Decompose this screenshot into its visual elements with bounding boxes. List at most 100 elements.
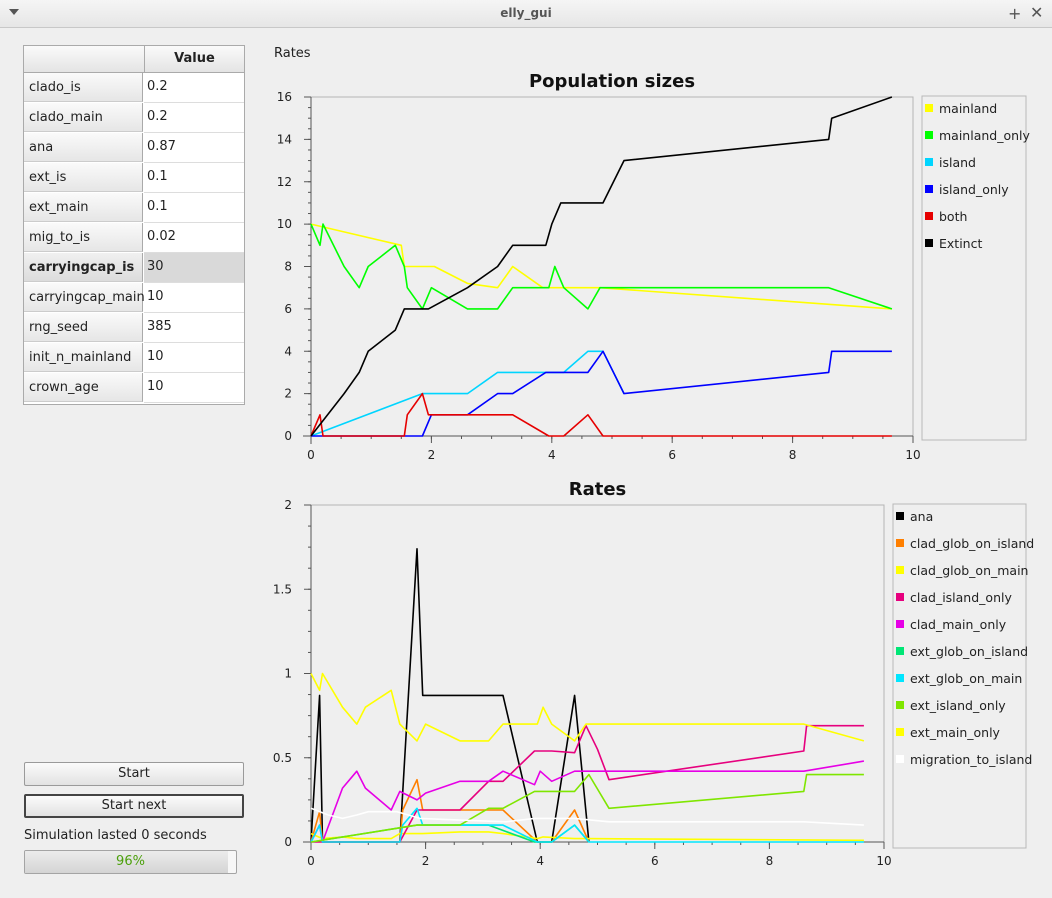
title-bar: elly_gui + ✕	[0, 0, 1052, 28]
legend-swatch	[896, 512, 904, 520]
value-cell-carryingcap-is[interactable]: 30	[144, 253, 244, 283]
plot-area	[310, 96, 914, 437]
y-tick-label: 0	[284, 429, 292, 443]
y-tick-label: 10	[277, 217, 292, 231]
value-cell-ana[interactable]: 0.87	[144, 133, 244, 163]
row-header-ana[interactable]: ana	[24, 133, 143, 162]
param-row-clado-main: clado_main 0.2	[24, 103, 244, 133]
value-cell-clado-main[interactable]: 0.2	[144, 103, 244, 133]
rates-chart: Rates 0 2 4 6 8 10 0 0.5 1 1.5 2 ana clad_glob_on_isl…	[273, 479, 1034, 868]
legend-swatch	[896, 593, 904, 601]
param-row-carryingcap-is: carryingcap_is 30	[24, 253, 244, 283]
column-header-value[interactable]: Value	[145, 46, 244, 73]
row-header-ext-main[interactable]: ext_main	[24, 193, 143, 222]
param-row-ext-is: ext_is 0.1	[24, 163, 244, 193]
param-row-mig-to-is: mig_to_is 0.02	[24, 223, 244, 253]
x-tick-label: 10	[876, 854, 891, 868]
value-cell-ext-is[interactable]: 0.1	[144, 163, 244, 193]
progress-bar: 96%	[24, 850, 237, 874]
plot-area	[310, 504, 885, 843]
row-header-init-n-mainland[interactable]: init_n_mainland	[24, 343, 143, 372]
x-tick-label: 8	[789, 448, 797, 462]
row-header-crown-age[interactable]: crown_age	[24, 373, 143, 402]
chart-title: Rates	[569, 479, 627, 500]
row-header-carryingcap-is[interactable]: carryingcap_is	[24, 253, 143, 282]
row-header-clado-is[interactable]: clado_is	[24, 73, 143, 102]
table-corner[interactable]	[24, 46, 145, 73]
legend-label: island	[939, 155, 976, 170]
table-header: Value	[24, 46, 244, 73]
legend-swatch	[896, 728, 904, 736]
value-cell-rng-seed[interactable]: 385	[144, 313, 244, 343]
value-cell-clado-is[interactable]: 0.2	[144, 73, 244, 103]
population-sizes-chart: Population sizes 0 2 4 6 8 10 0 2 4 6 8 10 12 14 16 main…	[277, 71, 1031, 462]
x-tick-label: 0	[307, 854, 315, 868]
row-header-mig-to-is[interactable]: mig_to_is	[24, 223, 143, 252]
y-tick-label: 6	[284, 302, 292, 316]
maximize-icon[interactable]: +	[1008, 4, 1022, 23]
y-tick-label: 2	[284, 387, 292, 401]
series-line-ext-island-only	[310, 773, 864, 843]
row-header-ext-is[interactable]: ext_is	[24, 163, 143, 192]
legend-swatch	[896, 539, 904, 547]
row-header-clado-main[interactable]: clado_main	[24, 103, 143, 132]
close-icon[interactable]: ✕	[1030, 3, 1044, 22]
x-tick-label: 8	[766, 854, 774, 868]
series-line-both	[310, 392, 892, 437]
param-row-rng-seed: rng_seed 385	[24, 313, 244, 343]
value-cell-carryingcap-main[interactable]: 10	[144, 283, 244, 313]
param-row-ana: ana 0.87	[24, 133, 244, 163]
x-tick-label: 6	[651, 854, 659, 868]
y-tick-label: 0	[284, 835, 292, 849]
x-tick-label: 10	[905, 448, 920, 462]
series-line-extinct	[310, 96, 893, 437]
row-header-rng-seed[interactable]: rng_seed	[24, 313, 143, 342]
legend-label: Extinct	[939, 236, 982, 251]
progress-fill	[25, 851, 228, 873]
legend-swatch	[925, 239, 933, 247]
value-cell-crown-age[interactable]: 10	[144, 373, 244, 403]
legend-swatch	[896, 647, 904, 655]
y-tick-label: 1	[284, 667, 292, 681]
row-header-carryingcap-main[interactable]: carryingcap_main	[24, 283, 145, 312]
y-tick-label: 12	[277, 175, 292, 189]
legend-label: ana	[910, 509, 933, 524]
legend-box	[921, 95, 1027, 441]
parameter-table: Value clado_is 0.2 clado_main 0.2 ana 0.87 ext…	[23, 45, 245, 405]
y-tick-label: 16	[277, 90, 292, 104]
legend-swatch	[925, 104, 933, 112]
series-line-clad-island-only	[311, 724, 864, 843]
param-row-crown-age: crown_age 10	[24, 373, 244, 403]
legend-swatch	[896, 701, 904, 709]
legend-swatch	[925, 158, 933, 166]
start-next-button[interactable]: Start next	[24, 794, 244, 818]
progress-text: 96%	[116, 854, 145, 869]
x-tick-label: 2	[422, 854, 430, 868]
legend-box	[892, 503, 1027, 849]
y-tick-label: 8	[284, 260, 292, 274]
start-button[interactable]: Start	[24, 762, 244, 786]
series-line-migration-to-island	[310, 807, 864, 826]
value-cell-mig-to-is[interactable]: 0.02	[144, 223, 244, 253]
legend-label: mainland_only	[939, 128, 1031, 143]
legend-swatch	[896, 755, 904, 763]
y-tick-label: 2	[284, 498, 292, 512]
x-tick-label: 2	[428, 448, 436, 462]
series-line-mainland-only	[310, 223, 893, 310]
x-tick-label: 4	[548, 448, 556, 462]
x-tick-label: 0	[307, 448, 315, 462]
legend-label: island_only	[939, 182, 1009, 197]
x-tick-label: 6	[668, 448, 676, 462]
y-tick-label: 0.5	[273, 751, 292, 765]
legend-label: both	[939, 209, 967, 224]
value-cell-ext-main[interactable]: 0.1	[144, 193, 244, 223]
value-cell-init-n-mainland[interactable]: 10	[144, 343, 244, 373]
legend-label: ext_glob_on_main	[910, 671, 1022, 686]
series-line-clad-main-only	[310, 760, 865, 843]
series-line-clad-glob-on-main	[310, 831, 864, 842]
series-line-ext-main-only	[310, 672, 865, 742]
window-menu-icon[interactable]	[9, 9, 19, 15]
legend-label: clad_island_only	[910, 590, 1012, 605]
legend-label: ext_main_only	[910, 725, 1001, 740]
param-row-clado-is: clado_is 0.2	[24, 73, 244, 103]
